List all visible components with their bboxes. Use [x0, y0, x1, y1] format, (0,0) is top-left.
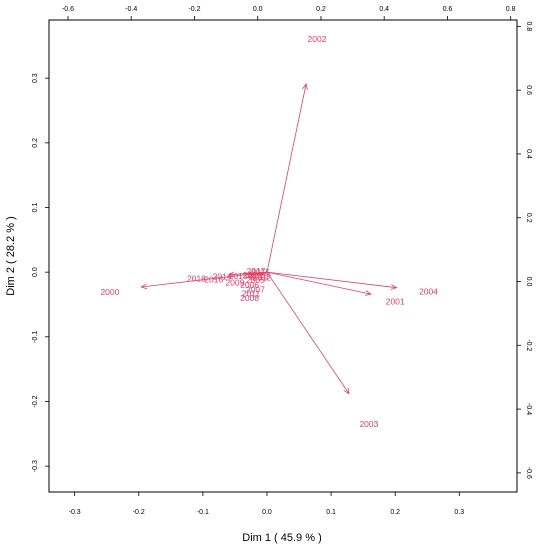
right-tick-label: -0.4	[525, 403, 532, 415]
x-axis-title: Dim 1 ( 45.9 % )	[242, 532, 321, 544]
y-tick-label: -0.1	[32, 331, 39, 343]
top-tick-label: -0.4	[125, 6, 137, 13]
obs-label-2007: 2007	[246, 285, 265, 295]
obs-label-2016: 2016	[204, 274, 223, 284]
right-tick-label: 0.8	[525, 22, 532, 32]
right-tick-label: 0.0	[525, 277, 532, 287]
obs-label-2018: 2018	[187, 274, 206, 284]
top-tick-label: 0.2	[316, 6, 326, 13]
y-tick-label: -0.2	[32, 395, 39, 407]
obs-label-2003: 2003	[359, 419, 378, 429]
arrow-2018	[227, 271, 267, 278]
obs-label-2008: 2008	[240, 293, 259, 303]
y-axis-title: Dim 2 ( 28.2 % )	[5, 216, 17, 295]
obs-label-2014: 2014	[213, 272, 232, 282]
right-tick-label: -0.6	[525, 467, 532, 479]
variable-arrows	[140, 83, 398, 395]
y-tick-label: 0.3	[32, 73, 39, 83]
top-tick-label: -0.2	[188, 6, 200, 13]
right-tick-label: 0.6	[525, 85, 532, 95]
top-tick-label: 0.0	[253, 6, 263, 13]
x-tick-label: -0.3	[69, 509, 81, 516]
obs-label-2000: 2000	[100, 287, 119, 297]
x-tick-label: 0.1	[326, 509, 336, 516]
obs-label-2002: 2002	[308, 34, 327, 44]
obs-label-2013: 2013	[229, 271, 248, 281]
x-tick-label: 0.3	[454, 509, 464, 516]
top-tick-label: 0.6	[443, 6, 453, 13]
plot-frame	[48, 19, 518, 493]
obs-label-2009: 2009	[225, 278, 244, 288]
right-axis-ticks: -0.6 -0.4 -0.2 0.0 0.2 0.4 0.6 0.8	[517, 22, 532, 479]
obs-label-2017: 2017	[247, 266, 266, 276]
arrow-2000	[140, 271, 268, 290]
obs-label-2010: 2010	[243, 270, 262, 280]
top-tick-label: 0.8	[506, 6, 516, 13]
top-axis-ticks: -0.6 -0.4 -0.2 0.0 0.2 0.4 0.6 0.8	[62, 6, 516, 20]
arrow-2003	[266, 271, 350, 395]
obs-label-2006: 2006	[240, 280, 259, 290]
x-tick-label: 0.0	[262, 509, 272, 516]
obs-label-2004: 2004	[419, 287, 438, 297]
obs-label-2011: 2011	[242, 289, 261, 299]
obs-label-2015: 2015	[251, 267, 270, 277]
arrow-2004	[266, 271, 398, 290]
x-tick-label: -0.2	[133, 509, 145, 516]
x-tick-label: 0.2	[390, 509, 400, 516]
arrow-2002	[266, 83, 308, 273]
right-tick-label: 0.2	[525, 213, 532, 223]
x-tick-label: -0.1	[197, 509, 209, 516]
top-tick-label: -0.6	[62, 6, 74, 13]
y-tick-label: -0.3	[32, 460, 39, 472]
y-tick-label: 0.1	[32, 203, 39, 213]
top-tick-label: 0.4	[379, 6, 389, 13]
obs-label-2012: 2012	[252, 272, 271, 282]
obs-label-2001: 2001	[386, 296, 405, 306]
right-tick-label: -0.2	[525, 339, 532, 351]
y-tick-label: 0.0	[32, 267, 39, 277]
obs-label-2019: 2019	[250, 272, 269, 282]
arrow-2001	[266, 271, 372, 296]
obs-label-2005: 2005	[246, 275, 265, 285]
y-tick-label: 0.2	[32, 138, 39, 148]
right-tick-label: 0.4	[525, 149, 532, 159]
y-axis-ticks: -0.3 -0.2 -0.1 0.0 0.1 0.2 0.3	[32, 73, 49, 472]
x-axis-ticks: -0.3 -0.2 -0.1 0.0 0.1 0.2 0.3	[69, 492, 464, 516]
